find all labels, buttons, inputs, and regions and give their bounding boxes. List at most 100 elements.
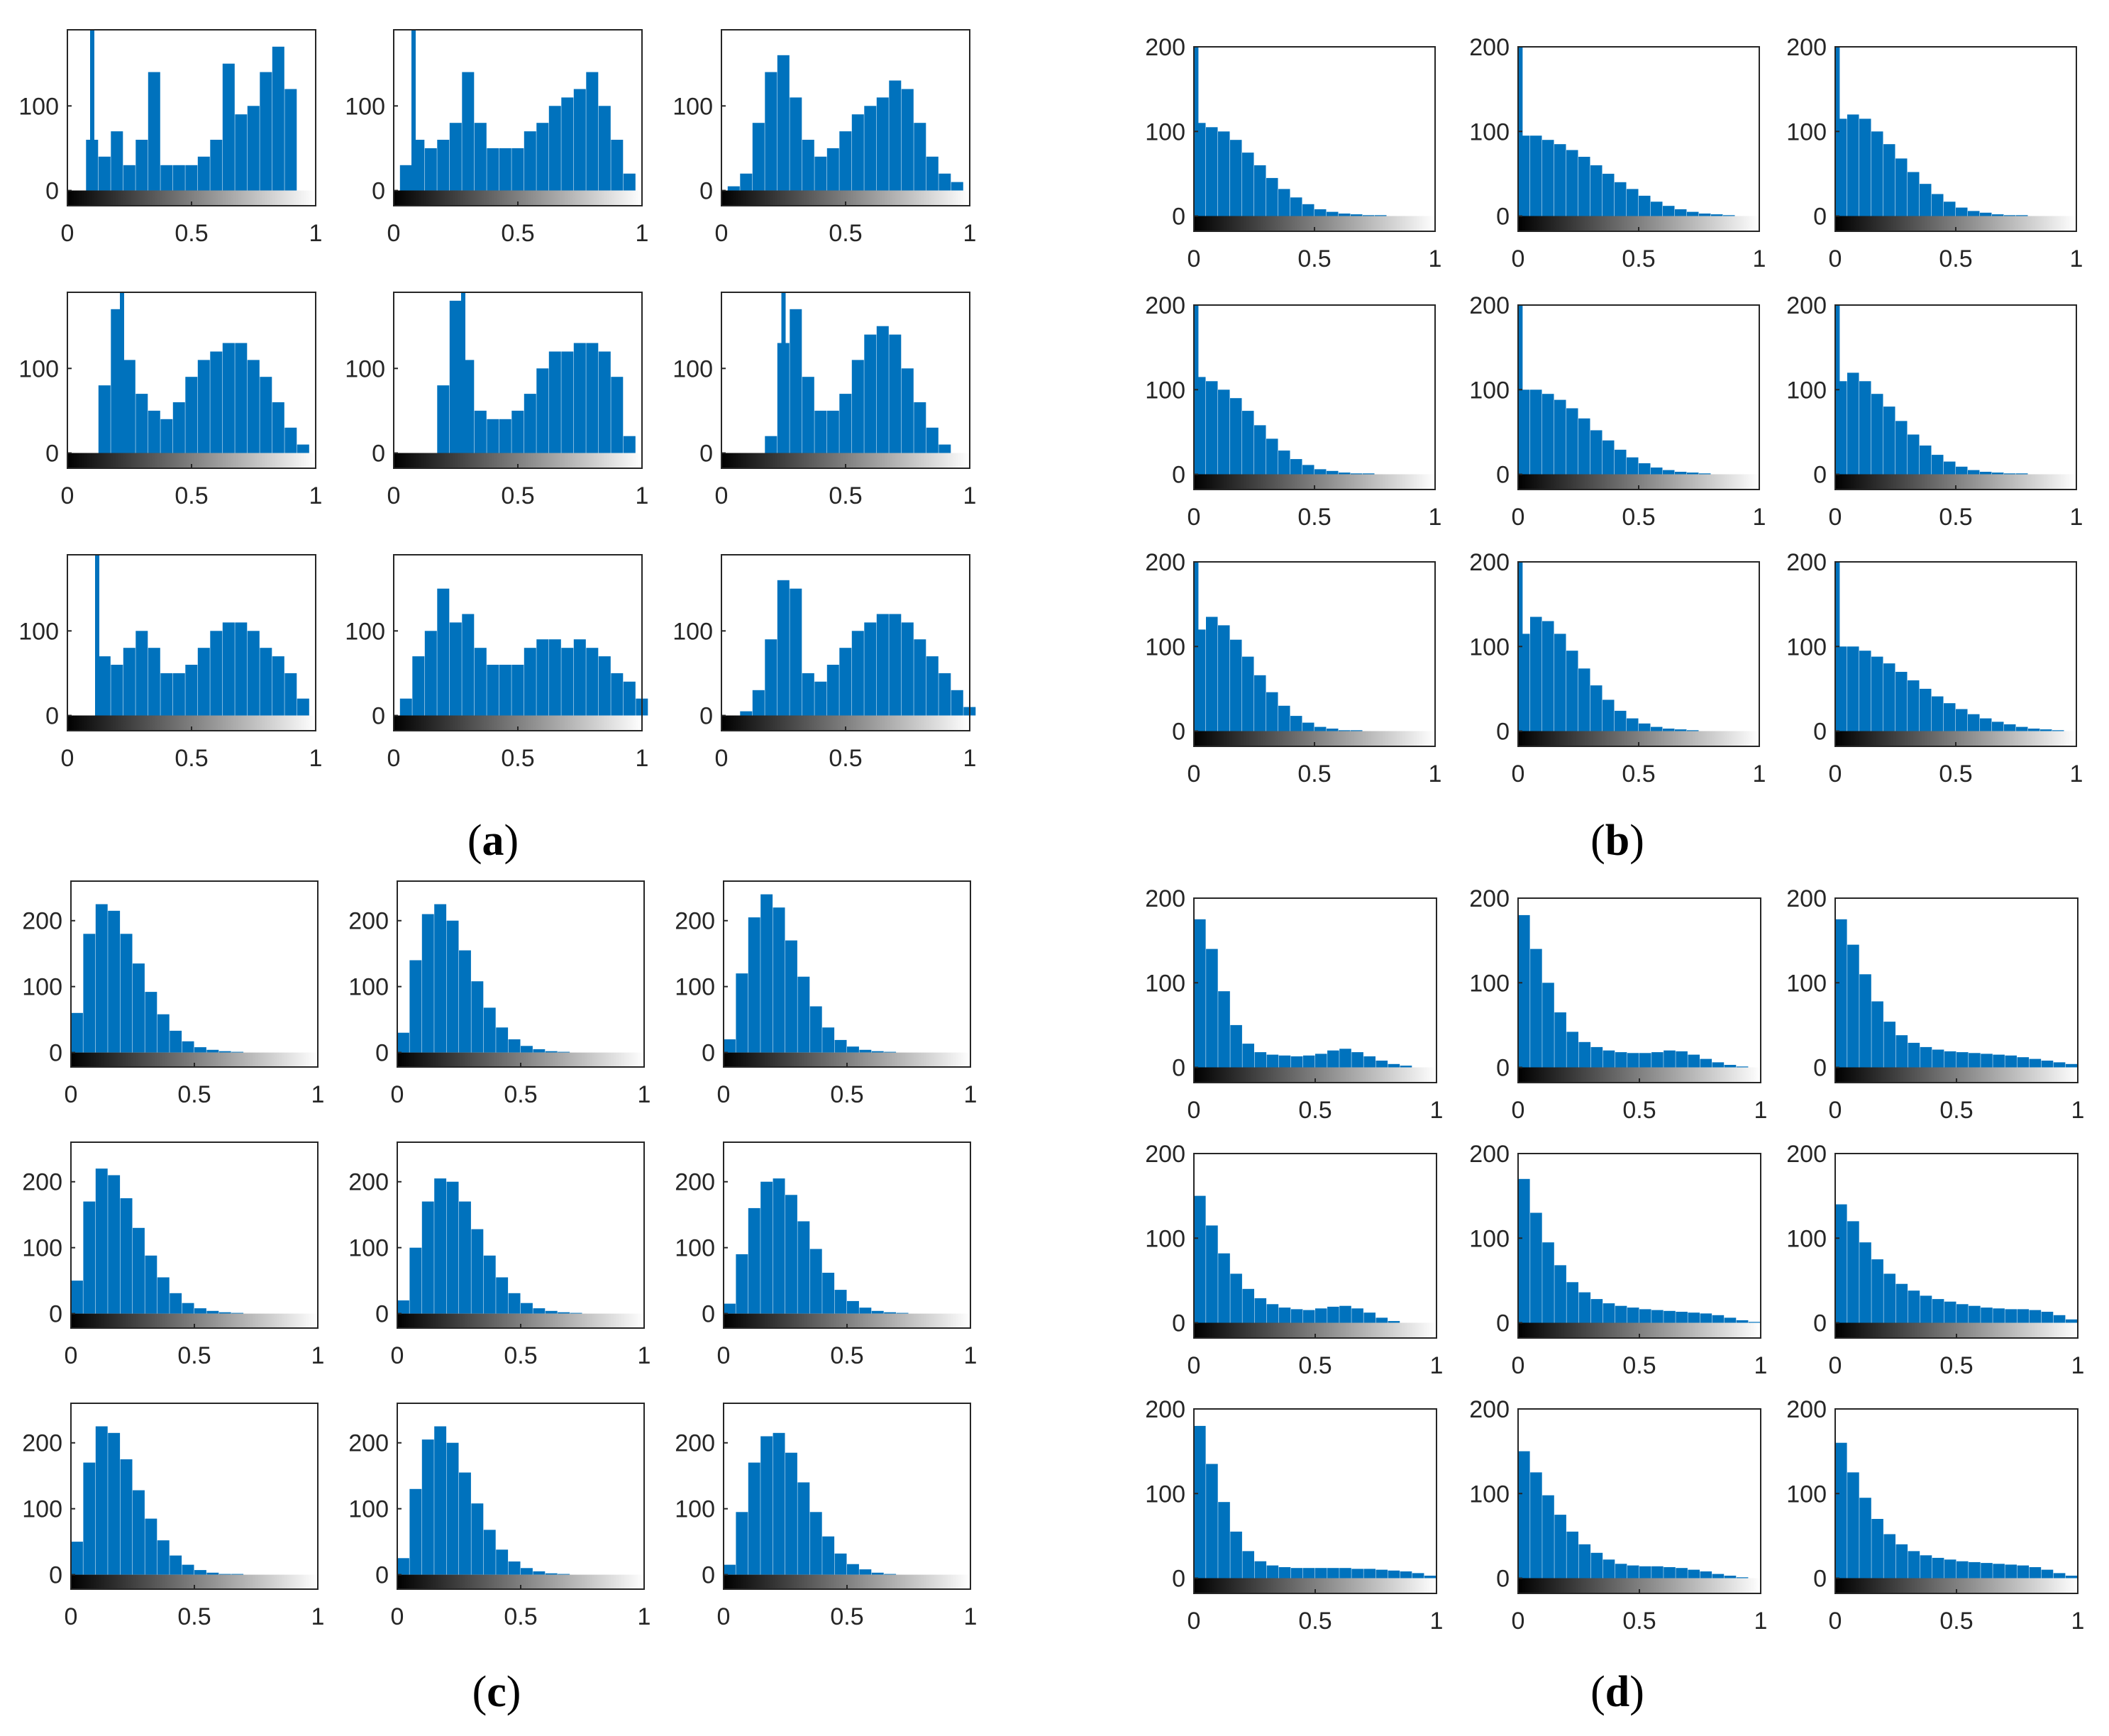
histogram-b-2: 0 100 200 0 0.5 1 xyxy=(1469,34,1766,272)
y-tick-label: 200 xyxy=(1145,1141,1185,1168)
histogram-bar xyxy=(2040,729,2052,731)
grayscale-colorbar xyxy=(1194,1322,1437,1338)
x-tick-label: 0 xyxy=(387,220,401,247)
x-tick-label: 1 xyxy=(1430,1608,1444,1635)
histogram-bar xyxy=(1602,700,1615,731)
histogram-bar xyxy=(1400,1066,1412,1068)
x-tick-label: 0.5 xyxy=(829,220,862,247)
histogram-bar xyxy=(247,631,260,716)
histogram-bar xyxy=(185,665,198,716)
x-tick-label: 0 xyxy=(717,1342,731,1369)
histogram-bar xyxy=(790,97,802,191)
histogram-bar xyxy=(446,920,459,1053)
histogram-bar xyxy=(1590,430,1602,475)
histogram-peak-bar xyxy=(781,292,786,453)
grayscale-colorbar xyxy=(721,190,970,206)
histogram-bar xyxy=(847,1300,859,1314)
histogram-bar xyxy=(148,410,160,453)
histogram-bar xyxy=(1908,1042,1920,1068)
x-tick-label: 0 xyxy=(61,482,74,509)
histogram-bar xyxy=(133,963,145,1053)
grayscale-colorbar xyxy=(1518,216,1759,231)
histogram-bar xyxy=(1700,1058,1712,1068)
histogram-bar xyxy=(1944,1301,1956,1323)
y-tick-label: 100 xyxy=(22,1235,62,1262)
histogram-bar xyxy=(1363,1569,1375,1579)
grayscale-colorbar xyxy=(394,453,642,468)
histogram-bar xyxy=(586,343,599,453)
y-tick-label: 0 xyxy=(45,441,59,468)
histogram-bar xyxy=(1871,394,1883,475)
histogram-bar xyxy=(736,1254,748,1314)
histogram-bar xyxy=(1847,114,1859,216)
x-tick-label: 1 xyxy=(1754,1352,1768,1379)
histogram-bar xyxy=(790,309,802,453)
histogram-bar xyxy=(1218,625,1230,731)
histogram-bar xyxy=(172,165,185,191)
histogram-bar xyxy=(1278,189,1290,216)
histogram-bar xyxy=(471,1229,484,1314)
histogram-bar xyxy=(98,385,111,453)
histogram-bar xyxy=(876,614,889,716)
histogram-bar xyxy=(1944,461,1956,475)
grayscale-colorbar xyxy=(1518,1322,1761,1338)
histogram-bar xyxy=(197,648,210,716)
histogram-bar xyxy=(1230,140,1242,216)
histogram-bar xyxy=(1615,710,1627,731)
histogram-c-5: 0 100 200 0 0.5 1 xyxy=(348,1141,651,1369)
histogram-bar xyxy=(1847,646,1859,731)
y-tick-label: 100 xyxy=(1786,634,1827,660)
x-tick-label: 0.5 xyxy=(1622,245,1655,272)
y-tick-label: 200 xyxy=(675,908,715,935)
y-tick-label: 100 xyxy=(1145,377,1185,404)
histogram-bar xyxy=(1859,1242,1871,1323)
histogram-bar xyxy=(145,1518,157,1575)
histogram-bar xyxy=(1651,726,1663,731)
histogram-bar xyxy=(95,1168,108,1314)
histogram-bar xyxy=(623,173,636,191)
histogram-bar xyxy=(1566,1032,1578,1068)
y-tick-label: 0 xyxy=(45,703,59,730)
x-tick-label: 1 xyxy=(638,1603,651,1630)
histogram-bar xyxy=(914,123,926,191)
x-tick-label: 0.5 xyxy=(1939,1352,1973,1379)
histogram-bar xyxy=(1375,1061,1388,1068)
histogram-bar xyxy=(1602,440,1615,475)
histogram-bar xyxy=(1388,1570,1400,1579)
x-tick-label: 0 xyxy=(65,1342,78,1369)
y-tick-label: 100 xyxy=(1469,634,1510,660)
histogram-bar xyxy=(210,631,223,716)
histogram-bar xyxy=(397,1300,409,1314)
y-tick-label: 0 xyxy=(1496,719,1510,746)
x-tick-label: 0.5 xyxy=(830,1081,863,1108)
y-tick-label: 100 xyxy=(18,618,59,645)
histogram-bar xyxy=(797,976,810,1053)
histogram-bar xyxy=(623,681,636,716)
histogram-bar xyxy=(434,904,447,1053)
histogram-bar xyxy=(1566,408,1578,475)
histogram-bar xyxy=(740,173,753,191)
histogram-bar xyxy=(809,1512,822,1575)
histogram-bar xyxy=(2005,1564,2017,1579)
histogram-bar xyxy=(83,934,96,1053)
histogram-bar xyxy=(884,1574,897,1575)
histogram-bar xyxy=(148,72,160,191)
histogram-bar xyxy=(1290,197,1302,216)
histogram-bar xyxy=(496,1277,509,1314)
histogram-bar xyxy=(170,1555,182,1575)
histogram-bar xyxy=(231,1051,244,1053)
y-tick-label: 100 xyxy=(1469,1225,1510,1252)
histogram-c-8: 0 100 200 0 0.5 1 xyxy=(348,1403,651,1630)
x-tick-label: 0.5 xyxy=(1939,245,1972,272)
histogram-bar xyxy=(145,1255,157,1314)
histogram-bar xyxy=(1639,1566,1651,1579)
histogram-bar xyxy=(1859,118,1871,216)
histogram-bar xyxy=(1676,1568,1688,1579)
y-tick-label: 0 xyxy=(1172,1566,1185,1593)
histogram-bar xyxy=(1327,1568,1339,1579)
histogram-bar xyxy=(210,351,223,453)
x-tick-label: 0.5 xyxy=(1298,1352,1332,1379)
histogram-bar xyxy=(2053,1315,2066,1323)
histogram-bar xyxy=(548,639,561,716)
histogram-bar xyxy=(157,1277,170,1314)
